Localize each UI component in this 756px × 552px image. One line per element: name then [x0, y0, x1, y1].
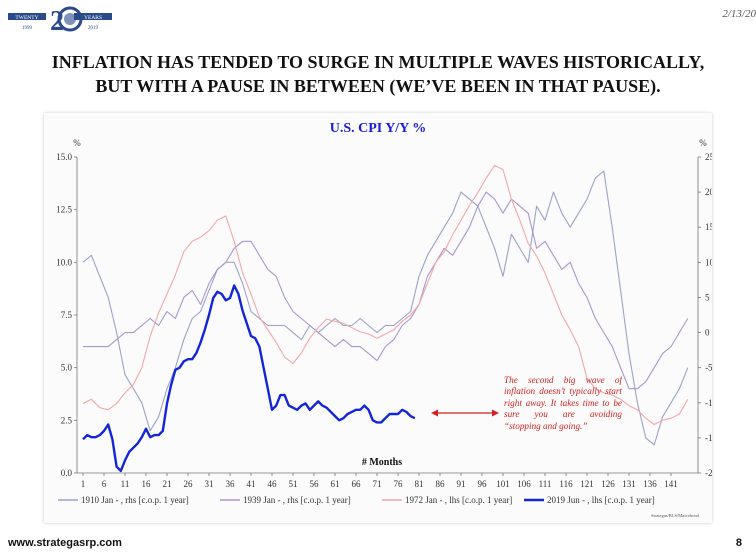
- left-tick-label: 7.5: [61, 310, 73, 320]
- annotation-text: The second big wave of inflation doesn’t…: [504, 375, 622, 431]
- x-tick-label: 121: [580, 479, 594, 489]
- right-tick-label: 20: [705, 187, 712, 197]
- headline-line-2: BUT WITH A PAUSE IN BETWEEN (WE’VE BEEN …: [95, 76, 661, 96]
- x-tick-label: 131: [622, 479, 636, 489]
- x-tick-label: 101: [496, 479, 510, 489]
- series-line-1939: [83, 191, 689, 390]
- right-tick-label: -10: [705, 398, 712, 408]
- logo-years-left: 1999: [22, 26, 33, 31]
- chart-panel: U.S. CPI Y/Y % % % 0.0 2.5 5.0 7.5 10.0 12.5 1…: [44, 113, 717, 523]
- left-tick-label: 0.0: [61, 468, 73, 478]
- annotation-box: The second big wave of inflation doesn’t…: [504, 375, 622, 431]
- headline-line-1: INFLATION HAS TENDED TO SURGE IN MULTIPL…: [51, 52, 705, 72]
- x-tick-label: 6: [102, 479, 107, 489]
- x-tick-label: 46: [268, 479, 278, 489]
- strategas-20-years-logo: TWENTY YEARS 2 1999 2019: [8, 6, 112, 34]
- chart-title: U.S. CPI Y/Y %: [330, 121, 427, 136]
- logo-years-right: 2019: [88, 26, 99, 31]
- x-tick-label: 1: [81, 479, 86, 489]
- left-axis-unit: %: [73, 138, 81, 148]
- footer-url[interactable]: www.strategasrp.com: [8, 537, 122, 549]
- series-line-2019: [82, 284, 416, 473]
- source-note: Strategas/BLS/Macrobond: [651, 513, 700, 518]
- x-tick-label: 41: [247, 479, 256, 489]
- left-tick-label: 12.5: [56, 205, 72, 215]
- series-line-1910: [82, 170, 689, 446]
- page-headline: INFLATION HAS TENDED TO SURGE IN MULTIPL…: [0, 50, 756, 98]
- series-line-1972: [82, 164, 689, 426]
- x-tick-label: 116: [559, 479, 573, 489]
- annotation-arrow: [431, 409, 499, 417]
- legend-label: 2019 Jun - , lhs [c.o.p. 1 year]: [547, 495, 655, 505]
- right-tick-label: 25: [705, 152, 712, 162]
- x-tick-label: 11: [121, 479, 130, 489]
- right-tick-label: 5: [705, 292, 710, 302]
- x-tick-label: 106: [517, 479, 531, 489]
- x-tick-label: 111: [539, 479, 552, 489]
- report-date: 2/13/20: [722, 8, 756, 20]
- x-tick-label: 66: [352, 479, 362, 489]
- left-tick-label: 5.0: [61, 363, 73, 373]
- x-tick-label: 126: [601, 479, 615, 489]
- page-number: 8: [735, 537, 742, 549]
- x-tick-label: 71: [373, 479, 382, 489]
- left-tick-label: 10.0: [56, 257, 72, 267]
- right-tick-label: 0: [705, 328, 710, 338]
- x-tick-label: 21: [163, 479, 172, 489]
- right-tick-label: -15: [705, 433, 712, 443]
- x-tick-label: 81: [415, 479, 424, 489]
- x-tick-label: 56: [310, 479, 320, 489]
- x-tick-label: 91: [457, 479, 466, 489]
- right-tick-label: -5: [705, 363, 712, 373]
- x-tick-label: 61: [331, 479, 340, 489]
- left-tick-label: 2.5: [61, 415, 73, 425]
- x-tick-label: 136: [643, 479, 657, 489]
- cpi-chart: U.S. CPI Y/Y % % % 0.0 2.5 5.0 7.5 10.0 12.5 1…: [56, 121, 717, 518]
- x-tick-label: 31: [205, 479, 214, 489]
- right-tick-label: 10: [705, 257, 712, 267]
- right-tick-label: 15: [705, 222, 712, 232]
- x-tick-label: 36: [226, 479, 236, 489]
- logo-text-right: YEARS: [84, 15, 102, 21]
- x-tick-label: 141: [664, 479, 678, 489]
- x-tick-label: 76: [394, 479, 404, 489]
- x-tick-label: 96: [478, 479, 488, 489]
- legend-label: 1910 Jan - , rhs [c.o.p. 1 year]: [81, 495, 189, 505]
- left-tick-label: 15.0: [56, 152, 72, 162]
- x-tick-label: 16: [142, 479, 152, 489]
- right-axis-unit: %: [699, 138, 707, 148]
- x-axis-label: # Months: [362, 457, 402, 468]
- right-tick-label: -20: [705, 468, 712, 478]
- logo-text-left: TWENTY: [15, 15, 38, 21]
- legend-label: 1939 Jan - , rhs [c.o.p. 1 year]: [243, 495, 351, 505]
- x-tick-label: 26: [184, 479, 194, 489]
- x-tick-label: 86: [436, 479, 446, 489]
- legend-label: 1972 Jan - , lhs [c.o.p. 1 year]: [405, 495, 512, 505]
- x-tick-label: 51: [289, 479, 298, 489]
